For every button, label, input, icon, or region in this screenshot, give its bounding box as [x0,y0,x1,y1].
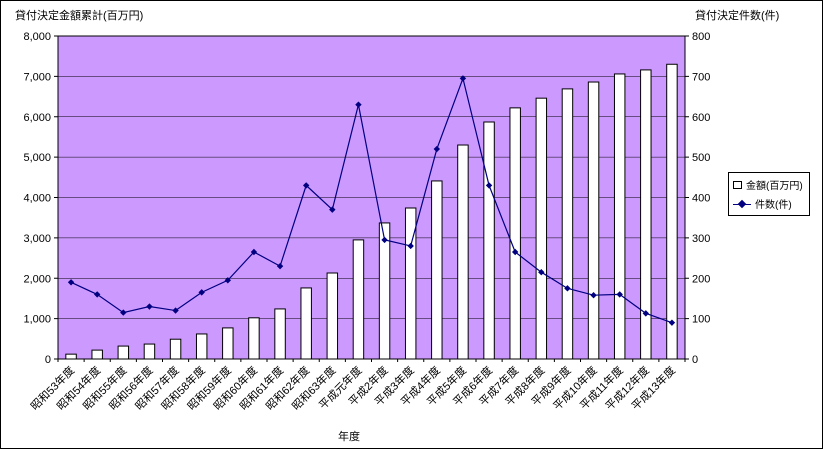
count-marker-icon [302,182,310,189]
count-marker-icon [407,242,414,250]
amount-bar [248,317,260,360]
count-marker-icon [276,262,284,270]
legend-item-count: 件数(件) [733,196,803,211]
count-marker-icon [224,277,232,284]
legend: 金額(百万円) 件数(件) [728,172,810,216]
right-tick-label: 700 [692,71,710,83]
amount-bar [457,144,469,360]
right-tick-label: 500 [692,152,710,164]
right-axis-title: 貸付決定件数(件) [695,10,780,22]
amount-bar [483,121,495,360]
amount-bar [169,338,182,360]
count-marker-icon [459,75,467,82]
count-marker-icon [120,309,127,316]
amount-bar [535,97,548,360]
count-marker-icon [329,206,336,213]
right-tick-label: 300 [692,233,710,245]
count-marker-icon [198,289,205,296]
amount-bar [274,308,286,360]
count-marker-icon [433,145,441,153]
amount-bar [431,180,443,360]
amount-bar [195,333,208,360]
right-tick-label: 400 [692,193,710,205]
legend-label-amount: 金額(百万円) [746,181,803,192]
count-marker-icon [355,101,362,108]
legend-item-amount: 金額(百万円) [733,177,803,192]
right-tick-label: 600 [692,112,710,124]
count-marker-icon [590,292,597,299]
amount-bar [613,73,626,360]
amount-bar [222,327,234,360]
amount-bar [65,353,77,360]
count-marker-icon [616,291,623,298]
line-swatch-icon [733,199,751,208]
amount-bar [640,69,652,360]
amount-bar [91,349,103,360]
count-marker-icon [250,248,258,256]
amount-bar [587,81,600,360]
amount-bar [666,63,678,360]
left-tick-label: 5,000 [23,152,51,164]
right-tick-label: 200 [692,273,710,285]
amount-bar [326,272,339,360]
count-marker-icon [668,319,676,326]
amount-bar [300,287,312,360]
amount-bar [378,222,391,360]
amount-bar [117,345,130,360]
amount-bar [509,107,521,360]
count-marker-icon [485,182,493,189]
x-axis-title: 年度 [338,431,360,443]
count-marker-icon [172,307,179,314]
left-tick-label: 4,000 [23,193,51,205]
left-tick-label: 3,000 [23,233,51,245]
amount-bar [404,207,417,360]
amount-bar [352,239,365,360]
left-axis-title: 貸付決定金額累計(百万円) [15,10,144,22]
count-marker-icon [381,236,388,244]
left-tick-label: 0 [45,354,51,366]
count-marker-icon [642,310,650,317]
count-marker-icon [146,303,153,310]
right-tick-label: 0 [692,354,698,366]
count-line [70,76,673,324]
count-marker-icon [511,248,519,256]
right-tick-label: 100 [692,314,710,326]
right-tick-label: 800 [692,31,710,43]
amount-bar [143,343,156,360]
bar-swatch-icon [733,180,742,189]
left-tick-label: 6,000 [23,112,51,124]
left-tick-label: 8,000 [23,31,51,43]
legend-label-count: 件数(件) [755,200,792,211]
left-tick-label: 2,000 [23,273,51,285]
count-marker-icon [538,268,545,276]
count-marker-icon [93,291,101,298]
amount-bar [561,88,574,360]
count-marker-icon [67,279,75,286]
left-tick-label: 7,000 [23,71,51,83]
count-marker-icon [564,285,571,292]
left-tick-label: 1,000 [23,314,51,326]
